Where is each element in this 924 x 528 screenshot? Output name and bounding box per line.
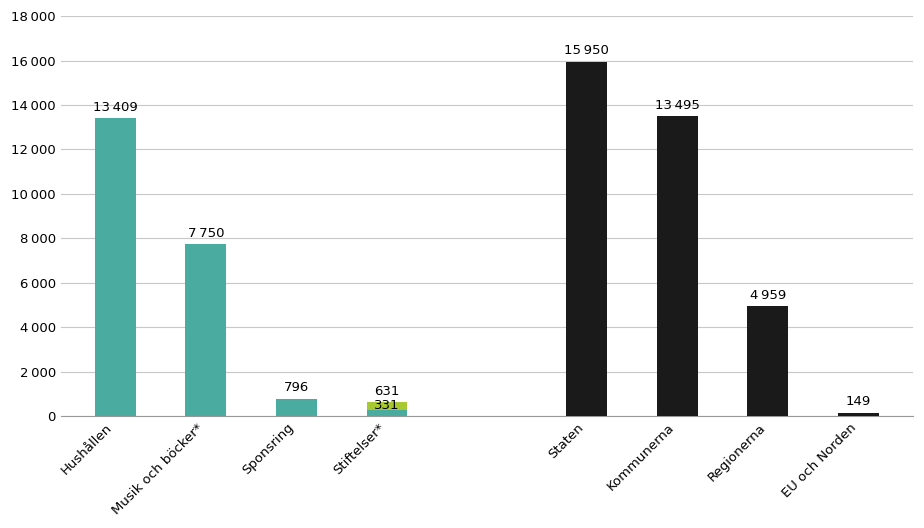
Text: 331: 331	[374, 399, 400, 412]
Bar	[186, 244, 226, 416]
Text: 7 750: 7 750	[188, 227, 224, 240]
Bar	[367, 402, 407, 410]
Text: 13 409: 13 409	[92, 101, 138, 114]
Text: 796: 796	[284, 381, 309, 394]
Text: 4 959: 4 959	[749, 288, 786, 301]
Bar	[566, 62, 607, 416]
Bar	[276, 399, 317, 416]
Text: 15 950: 15 950	[564, 44, 609, 57]
Bar	[838, 413, 879, 416]
Text: 149: 149	[845, 395, 871, 409]
Bar	[367, 410, 407, 416]
Bar	[657, 116, 698, 416]
Text: 13 495: 13 495	[655, 99, 699, 112]
Bar	[748, 306, 788, 416]
Text: 631: 631	[374, 385, 400, 398]
Bar	[95, 118, 136, 416]
